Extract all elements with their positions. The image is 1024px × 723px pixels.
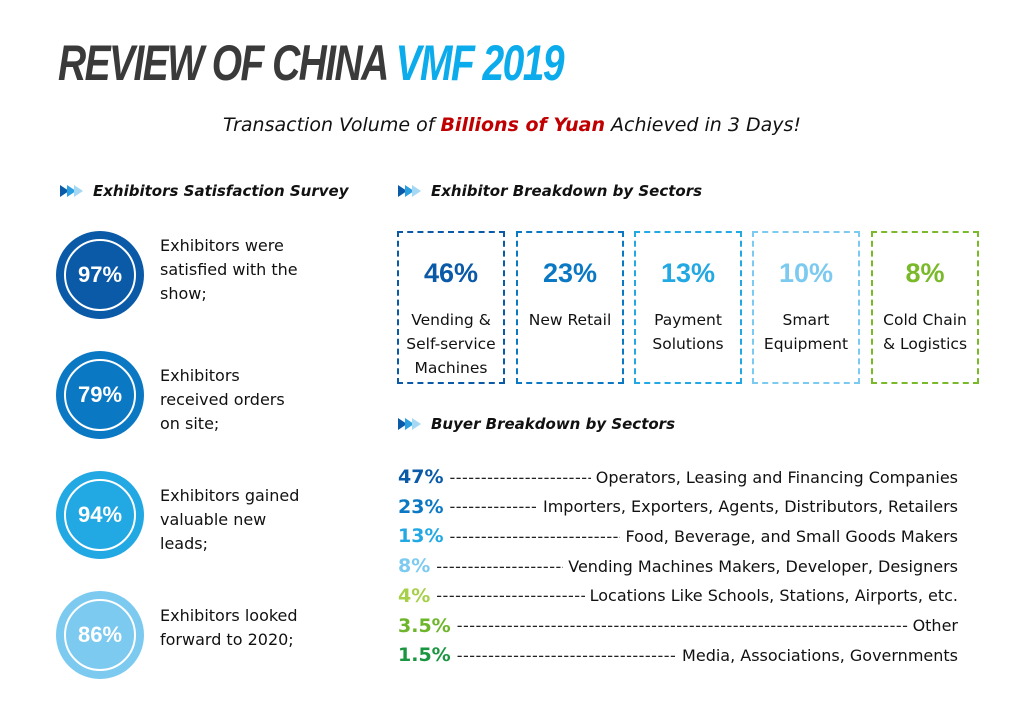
- buyer-row: 8% Vending Machines Makers, Developer, De…: [398, 552, 958, 580]
- buyer-label: Importers, Exporters, Agents, Distributo…: [542, 497, 958, 517]
- buyer-value: 13%: [398, 525, 444, 548]
- sector-box: 8% Cold Chain & Logistics: [871, 231, 979, 384]
- buyer-sectors-heading: Buyer Breakdown by Sectors: [398, 415, 675, 433]
- buyer-label: Other: [912, 616, 958, 635]
- satisfaction-value: 97%: [64, 239, 136, 311]
- sector-label: Cold Chain & Logistics: [882, 311, 968, 353]
- sector-value: 46%: [423, 258, 479, 288]
- dash-leader: [449, 468, 590, 487]
- satisfaction-heading-text: Exhibitors Satisfaction Survey: [93, 182, 349, 200]
- arrows-icon: [398, 418, 421, 430]
- dash-leader: [457, 646, 677, 665]
- buyer-value: 4%: [398, 584, 431, 607]
- exhibitor-sectors-heading: Exhibitor Breakdown by Sectors: [398, 182, 702, 200]
- buyer-value: 23%: [398, 495, 444, 518]
- sector-value: 10%: [778, 258, 834, 288]
- buyer-row: 1.5% Media, Associations, Governments: [398, 641, 958, 669]
- sector-value: 13%: [660, 258, 716, 288]
- satisfaction-circle: 79%: [56, 351, 144, 439]
- satisfaction-text: Exhibitors gained valuable new leads;: [160, 486, 300, 553]
- sector-label: Payment Solutions: [652, 311, 724, 353]
- arrows-icon: [60, 185, 83, 197]
- satisfaction-circle: 94%: [56, 471, 144, 559]
- satisfaction-circle: 97%: [56, 231, 144, 319]
- title-main: REVIEW OF CHINA: [58, 35, 396, 91]
- title-highlight: VMF 2019: [395, 35, 565, 91]
- sector-label: New Retail: [528, 311, 612, 329]
- dash-leader: [457, 616, 908, 635]
- buyer-label: Media, Associations, Governments: [682, 645, 958, 665]
- page-title: REVIEW OF CHINA VMF 2019: [58, 34, 565, 92]
- buyer-label: Locations Like Schools, Stations, Airpor…: [589, 586, 958, 606]
- buyer-value: 3.5%: [398, 614, 451, 637]
- sector-box: 46% Vending & Self-service Machines: [397, 231, 505, 384]
- buyer-row: 23% Importers, Exporters, Agents, Distrib…: [398, 493, 958, 521]
- buyer-label: Operators, Leasing and Financing Compani…: [595, 467, 958, 487]
- sector-box: 23% New Retail: [516, 231, 624, 384]
- buyer-value: 47%: [398, 466, 444, 488]
- sector-label: Smart Equipment: [763, 311, 849, 353]
- sector-value: 23%: [542, 258, 598, 288]
- satisfaction-value: 79%: [64, 359, 136, 431]
- arrows-icon: [398, 185, 421, 197]
- sector-label: Vending & Self-service Machines: [406, 311, 496, 377]
- dash-leader: [436, 586, 584, 605]
- sector-box: 13% Payment Solutions: [634, 231, 742, 384]
- dash-leader: [436, 557, 563, 576]
- buyer-sectors-heading-text: Buyer Breakdown by Sectors: [431, 415, 675, 433]
- sector-value: 8%: [905, 258, 945, 288]
- dash-leader: [449, 497, 538, 516]
- buyer-row: 3.5% Other: [398, 612, 958, 640]
- satisfaction-value: 86%: [64, 599, 136, 671]
- buyer-value: 8%: [398, 555, 431, 578]
- satisfaction-value: 94%: [64, 479, 136, 551]
- satisfaction-text: Exhibitors were satisfied with the show;: [160, 236, 298, 303]
- buyer-label: Vending Machines Makers, Developer, Desi…: [568, 556, 958, 576]
- buyer-value: 1.5%: [398, 644, 451, 667]
- buyer-label: Food, Beverage, and Small Goods Makers: [625, 526, 958, 546]
- subtitle-before: Transaction Volume of: [222, 114, 441, 136]
- satisfaction-circle: 86%: [56, 591, 144, 679]
- subtitle-after: Achieved in 3 Days!: [604, 114, 802, 136]
- sector-box: 10% Smart Equipment: [752, 231, 860, 384]
- buyer-row: 47% Operators, Leasing and Financing Comp…: [398, 463, 958, 491]
- satisfaction-heading: Exhibitors Satisfaction Survey: [60, 182, 348, 200]
- subtitle-highlight: Billions of Yuan: [440, 114, 605, 136]
- buyer-row: 4% Locations Like Schools, Stations, Airp…: [398, 582, 958, 610]
- buyer-row: 13% Food, Beverage, and Small Goods Maker…: [398, 522, 958, 550]
- satisfaction-text: Exhibitors received orders on site;: [160, 366, 285, 433]
- exhibitor-sectors-heading-text: Exhibitor Breakdown by Sectors: [431, 182, 703, 200]
- satisfaction-text: Exhibitors looked forward to 2020;: [160, 606, 298, 649]
- subtitle: Transaction Volume of Billions of Yuan A…: [0, 114, 1024, 136]
- dash-leader: [449, 527, 620, 546]
